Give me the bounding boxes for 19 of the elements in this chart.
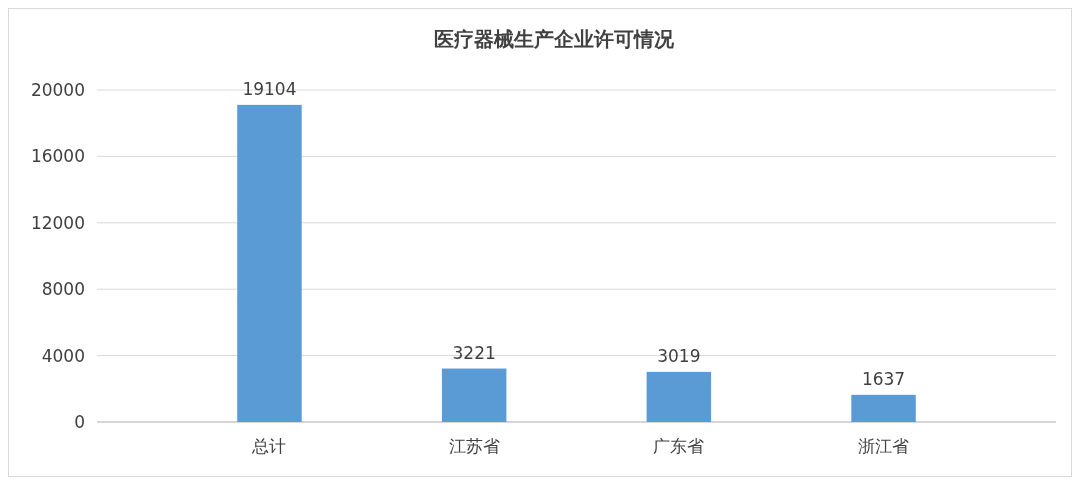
y-tick-label: 0 bbox=[74, 411, 85, 432]
x-tick-label: 浙江省 bbox=[858, 436, 910, 456]
bar bbox=[237, 104, 302, 422]
bar bbox=[646, 371, 712, 422]
bar bbox=[441, 368, 507, 422]
y-tick-label: 4000 bbox=[41, 345, 85, 366]
x-tick-label: 广东省 bbox=[653, 436, 705, 456]
data-label: 3019 bbox=[657, 345, 701, 366]
data-label: 19104 bbox=[242, 78, 297, 99]
x-tick-label: 江苏省 bbox=[448, 436, 500, 456]
data-label: 1637 bbox=[861, 368, 906, 389]
data-label: 3221 bbox=[452, 342, 496, 363]
chart-title: 医疗器械生产企业许可情况 bbox=[434, 27, 675, 51]
y-tick-label: 8000 bbox=[41, 279, 85, 300]
y-tick-label: 12000 bbox=[30, 212, 85, 233]
bar bbox=[851, 394, 916, 422]
y-tick-label: 16000 bbox=[30, 146, 85, 167]
y-tick-label: 20000 bbox=[30, 79, 85, 100]
x-tick-label: 总计 bbox=[251, 436, 287, 456]
